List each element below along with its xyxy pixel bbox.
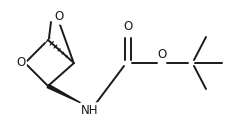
Text: NH: NH (81, 104, 99, 117)
Polygon shape (47, 84, 81, 103)
Text: O: O (16, 56, 26, 70)
Text: O: O (54, 10, 64, 24)
Text: O: O (123, 20, 133, 34)
Text: O: O (157, 48, 167, 60)
